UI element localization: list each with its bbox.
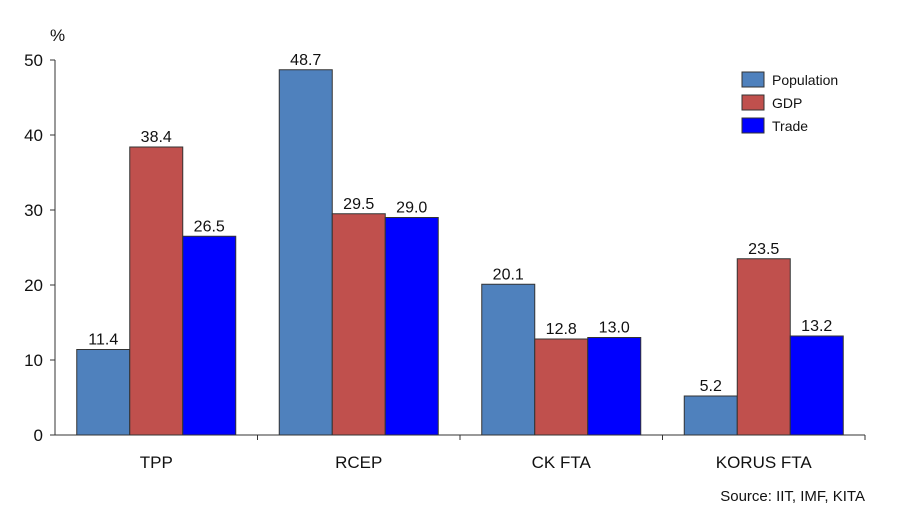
- data-label: 23.5: [748, 241, 779, 258]
- bar-gdp: [331, 213, 386, 436]
- y-tick-label: 50: [24, 51, 43, 70]
- bar-trade: [789, 335, 844, 436]
- bar-trade: [587, 337, 642, 436]
- legend-label: Trade: [772, 118, 808, 134]
- bar-population: [481, 283, 536, 436]
- data-label: 26.5: [194, 218, 225, 235]
- bar-gdp: [736, 258, 791, 436]
- data-label: 13.2: [801, 318, 832, 335]
- y-tick-label: 20: [24, 276, 43, 295]
- data-label: 11.4: [88, 332, 118, 349]
- legend-swatch-gdp: [741, 94, 765, 111]
- category-label: CK FTA: [532, 453, 592, 472]
- bar-population: [683, 395, 738, 436]
- category-labels-group: TPP RCEP CK FTA KORUS FTA: [140, 435, 866, 472]
- bar-series-group: [76, 69, 844, 436]
- data-labels-group: 11.4 38.4 26.5 48.7 29.5 29.0 20.1 12.8 13.0 5.2 2…: [88, 52, 832, 395]
- category-label: RCEP: [335, 453, 382, 472]
- legend-label: GDP: [772, 95, 802, 111]
- bar-population: [278, 69, 333, 436]
- legend-swatch-population: [741, 71, 765, 88]
- data-label: 29.0: [396, 200, 427, 217]
- bar-gdp: [129, 146, 184, 436]
- y-tick-label: 10: [24, 351, 43, 370]
- source-note: Source: IIT, IMF, KITA: [720, 488, 865, 505]
- y-tick-label: 0: [34, 426, 43, 445]
- y-axis-unit: %: [50, 26, 65, 45]
- bar-trade: [384, 217, 439, 436]
- data-label: 20.1: [493, 266, 524, 283]
- legend-label: Population: [772, 72, 838, 88]
- bar-population: [76, 349, 131, 436]
- legend: Population GDP Trade: [741, 71, 838, 134]
- y-tick-label: 40: [24, 126, 43, 145]
- data-label: 29.5: [343, 196, 374, 213]
- bar-trade: [182, 235, 237, 436]
- category-label: KORUS FTA: [716, 453, 813, 472]
- data-label: 12.8: [546, 321, 577, 338]
- y-tick-label: 30: [24, 201, 43, 220]
- category-label: TPP: [140, 453, 173, 472]
- data-label: 5.2: [700, 378, 722, 395]
- bar-gdp: [534, 338, 589, 436]
- legend-swatch-trade: [741, 117, 765, 134]
- data-label: 13.0: [599, 320, 630, 337]
- data-label: 48.7: [290, 52, 321, 69]
- y-axis-ticks: 0 10 20 30 40 50: [24, 51, 55, 445]
- data-label: 38.4: [141, 129, 172, 146]
